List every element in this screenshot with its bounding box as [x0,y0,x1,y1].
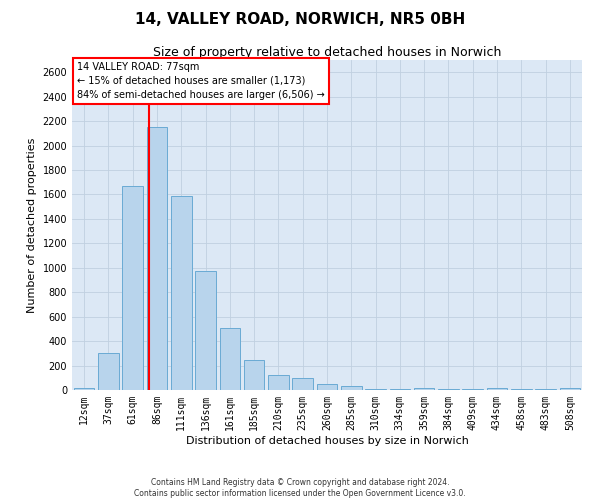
Bar [220,328,240,390]
Bar [317,384,337,390]
Bar [195,272,216,390]
Bar [560,388,580,390]
Title: Size of property relative to detached houses in Norwich: Size of property relative to detached ho… [153,46,501,59]
Text: Contains HM Land Registry data © Crown copyright and database right 2024.
Contai: Contains HM Land Registry data © Crown c… [134,478,466,498]
Y-axis label: Number of detached properties: Number of detached properties [27,138,37,312]
X-axis label: Distribution of detached houses by size in Norwich: Distribution of detached houses by size … [185,436,469,446]
Bar [171,196,191,390]
Bar [341,386,362,390]
Bar [122,186,143,390]
Bar [414,388,434,390]
Bar [268,376,289,390]
Bar [74,388,94,390]
Bar [487,388,508,390]
Text: 14 VALLEY ROAD: 77sqm
← 15% of detached houses are smaller (1,173)
84% of semi-d: 14 VALLEY ROAD: 77sqm ← 15% of detached … [77,62,325,100]
Bar [146,127,167,390]
Bar [244,360,265,390]
Bar [98,354,119,390]
Text: 14, VALLEY ROAD, NORWICH, NR5 0BH: 14, VALLEY ROAD, NORWICH, NR5 0BH [135,12,465,28]
Bar [292,378,313,390]
